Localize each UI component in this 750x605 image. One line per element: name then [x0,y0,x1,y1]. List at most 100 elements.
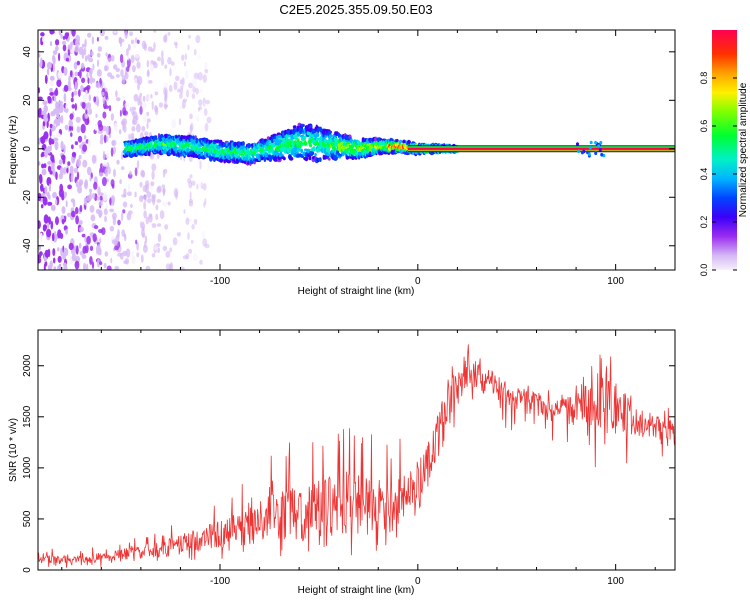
noise-blob [42,36,46,43]
noise-blob [142,102,147,109]
noise-blob [65,104,69,109]
noise-blob [49,41,53,47]
signal-blob [577,149,581,153]
noise-blob [74,260,80,270]
noise-blob [155,213,159,221]
noise-blob [187,44,190,51]
noise-blob [151,100,154,110]
noise-blob [198,106,202,111]
signal-blob [282,156,286,161]
noise-blob [131,251,134,258]
noise-blob [68,119,73,129]
noise-blob [182,255,188,260]
noise-blob [185,217,190,225]
signal-blob [594,140,598,145]
noise-blob [101,176,107,187]
noise-blob [133,77,138,84]
spectrogram-y-label: Frequency (Hz) [8,116,19,185]
noise-blob [47,165,52,172]
noise-blob [80,123,86,134]
noise-blob [149,152,155,160]
noise-blob [90,50,94,57]
noise-blob [41,168,47,176]
noise-blob [192,253,198,261]
signal-blob [300,143,304,147]
noise-blob [103,134,107,144]
noise-blob [112,200,115,206]
noise-blob [44,186,48,195]
noise-blob [115,90,118,98]
noise-blob [112,146,116,155]
noise-blob [146,122,149,129]
noise-blob [189,174,193,179]
noise-blob [146,118,151,123]
noise-blob [74,81,78,91]
noise-blob [154,105,158,112]
noise-blob [129,170,132,176]
noise-blob [96,37,99,42]
noise-blob [189,124,193,134]
signal-blob [326,146,331,150]
noise-blob [38,254,42,259]
noise-blob [141,125,146,132]
noise-blob [204,198,207,206]
noise-blob [137,75,143,86]
noise-blob [71,30,76,37]
noise-blob [55,171,58,180]
noise-blob [95,113,98,118]
noise-blob [90,214,96,222]
noise-blob [116,97,121,102]
noise-blob [179,88,184,95]
noise-blob [114,265,120,270]
noise-blob [106,125,110,135]
noise-blob [81,254,87,259]
noise-blob [52,248,56,257]
noise-blob [53,137,59,142]
noise-blob [167,201,171,206]
noise-blob [47,161,52,165]
noise-blob [197,71,203,81]
noise-blob [75,215,79,225]
noise-blob [70,132,73,137]
noise-blob [63,84,69,92]
snr-y-label: SNR (10 * v/v) [8,418,19,482]
noise-blob [175,75,180,82]
colorbar-gradient [712,30,737,270]
noise-blob [134,191,137,198]
noise-blob [76,158,81,167]
signal-blob [300,148,303,154]
noise-blob [96,196,101,201]
noise-blob [74,141,79,146]
noise-blob [163,103,169,109]
noise-blob [59,166,64,176]
signal-blob [241,141,245,147]
colorbar-tick-label: 0.2 [699,216,709,229]
noise-blob [169,262,174,270]
noise-blob [58,100,63,105]
noise-blob [111,183,115,189]
noise-blob [89,205,95,213]
noise-blob [171,119,177,129]
noise-blob [120,166,125,171]
noise-blob [126,58,131,68]
noise-blob [70,198,75,203]
noise-blob [55,199,58,206]
noise-blob [95,82,101,89]
snr-frame [37,329,676,571]
noise-blob [78,242,82,249]
noise-blob [191,180,196,186]
noise-blob [126,191,132,197]
noise-blob [143,210,147,219]
noise-blob [82,262,87,270]
noise-blob [83,197,88,206]
noise-blob [139,106,143,115]
noise-blob [109,225,115,232]
noise-blob [86,235,91,245]
signal-blob [589,140,593,145]
signal-blob [169,138,173,142]
noise-blob [84,236,87,243]
noise-blob [43,214,49,224]
noise-blob [62,262,67,267]
noise-blob [110,257,113,264]
noise-blob [162,169,166,178]
